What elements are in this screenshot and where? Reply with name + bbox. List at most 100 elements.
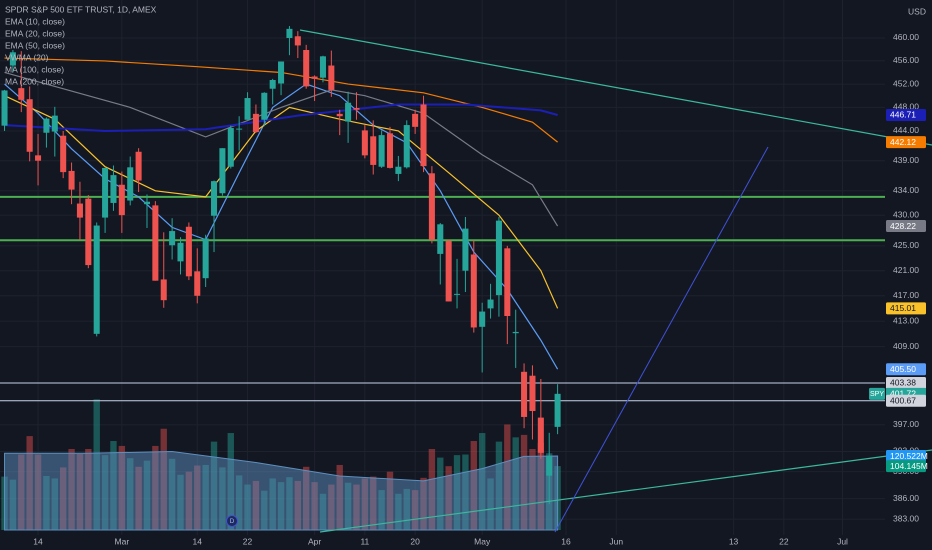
price-badge-bg <box>886 376 926 389</box>
trend-line <box>554 146 769 533</box>
candles <box>1 26 561 505</box>
candle-body <box>1 90 8 126</box>
candle-body <box>353 108 360 110</box>
y-tick-label: 444.00 <box>893 125 919 135</box>
price-badge-label: 405.50 <box>890 364 916 374</box>
legend-entry: VWMA (20) <box>5 52 49 62</box>
candle-body <box>169 231 176 246</box>
candle-body <box>470 254 477 328</box>
x-tick-label: May <box>474 536 491 546</box>
candle-body <box>546 456 553 476</box>
candle-body <box>51 115 58 132</box>
price-badge: 120.522M <box>886 450 928 463</box>
currency-label: USD <box>908 6 926 16</box>
price-badge-bg <box>886 220 926 233</box>
y-tick-label: 452.00 <box>893 78 919 88</box>
candle-body <box>487 299 494 309</box>
dividend-marker[interactable]: D <box>226 515 238 527</box>
legend-title: SPDR S&P 500 ETF TRUST, 1D, AMEX <box>5 4 157 14</box>
candle-body <box>445 240 452 302</box>
candle-body <box>454 293 461 295</box>
trend-line <box>299 29 932 146</box>
x-tick-label: Jul <box>837 536 848 546</box>
price-badge-label: 120.522M <box>890 451 928 461</box>
candle-body <box>303 50 310 87</box>
x-tick-label: 11 <box>360 536 369 546</box>
price-badge-label: 104.145M <box>890 461 928 471</box>
price-badge: 104.145M <box>886 460 928 473</box>
candle-body <box>529 375 536 412</box>
price-badge-label: 403.38 <box>890 378 916 388</box>
y-tick-label: 434.00 <box>893 185 919 195</box>
legend: SPDR S&P 500 ETF TRUST, 1D, AMEX EMA (10,… <box>5 4 157 86</box>
candle-body <box>328 65 335 90</box>
candle-body <box>194 271 201 296</box>
x-tick-label: Mar <box>115 536 130 546</box>
candle-body <box>319 56 326 78</box>
price-badge-bg <box>886 136 926 149</box>
x-tick-label: 16 <box>561 536 571 546</box>
y-tick-label: 460.00 <box>893 32 919 42</box>
price-badge: 403.38 <box>886 376 926 389</box>
price-badge-label: 442.12 <box>890 137 916 147</box>
price-badge-label: 446.71 <box>890 110 916 120</box>
y-tick-label: 383.00 <box>893 513 919 523</box>
volume-ma-area <box>4 450 559 531</box>
dividend-icon[interactable] <box>226 515 238 527</box>
x-tick-label: 22 <box>243 536 253 546</box>
legend-entry: MA (200, close) <box>5 76 64 86</box>
indicator-line <box>4 57 558 143</box>
legend-entry: MA (100, close) <box>5 64 64 74</box>
candle-body <box>244 98 251 120</box>
candle-body <box>395 166 402 174</box>
candle-body <box>236 128 243 130</box>
candle-body <box>202 238 209 279</box>
x-tick-label: 13 <box>729 536 739 546</box>
candle-body <box>537 417 544 453</box>
candle-body <box>311 76 318 79</box>
candle-body <box>135 151 142 181</box>
candle-body <box>278 61 285 84</box>
x-tick-label: 20 <box>410 536 420 546</box>
x-tick-label: 22 <box>779 536 789 546</box>
price-badge: 415.01 <box>886 302 926 315</box>
candle-body <box>345 102 352 122</box>
candle-body <box>211 181 218 216</box>
price-badge-bg <box>886 394 926 407</box>
price-badge-bg <box>886 302 926 315</box>
y-tick-label: 425.00 <box>893 240 919 250</box>
candle-body <box>294 36 301 46</box>
candle-body <box>412 113 419 127</box>
candle-body <box>504 248 511 317</box>
price-badge-label: 400.67 <box>890 395 916 405</box>
y-tick-label: 417.00 <box>893 290 919 300</box>
dividend-label[interactable]: D <box>230 518 235 525</box>
candle-body <box>110 175 117 203</box>
symbol-tag: SPY <box>870 391 884 398</box>
candle-body <box>152 205 159 281</box>
price-badge-bg <box>886 450 926 463</box>
candle-body <box>160 279 167 301</box>
candle-body <box>386 133 394 168</box>
candle-body <box>26 99 33 152</box>
candle-body <box>185 226 192 277</box>
candle-body <box>85 198 92 266</box>
candle-body <box>462 228 469 271</box>
price-badge: 442.12 <box>886 136 926 149</box>
candle-body <box>336 113 343 117</box>
candle-body <box>68 170 75 190</box>
candle-body <box>252 113 259 133</box>
candle-body <box>479 311 486 327</box>
candle-body <box>127 167 134 201</box>
candle-body <box>60 135 67 173</box>
candle-body <box>495 220 502 296</box>
candle-body <box>428 173 435 240</box>
candle-body <box>261 92 268 120</box>
candle-body <box>76 203 83 218</box>
candle-body <box>118 184 125 216</box>
candle-body <box>143 201 150 205</box>
symbol-tag-bg <box>869 387 885 400</box>
candle-body <box>286 28 293 38</box>
candle-body <box>361 130 368 156</box>
